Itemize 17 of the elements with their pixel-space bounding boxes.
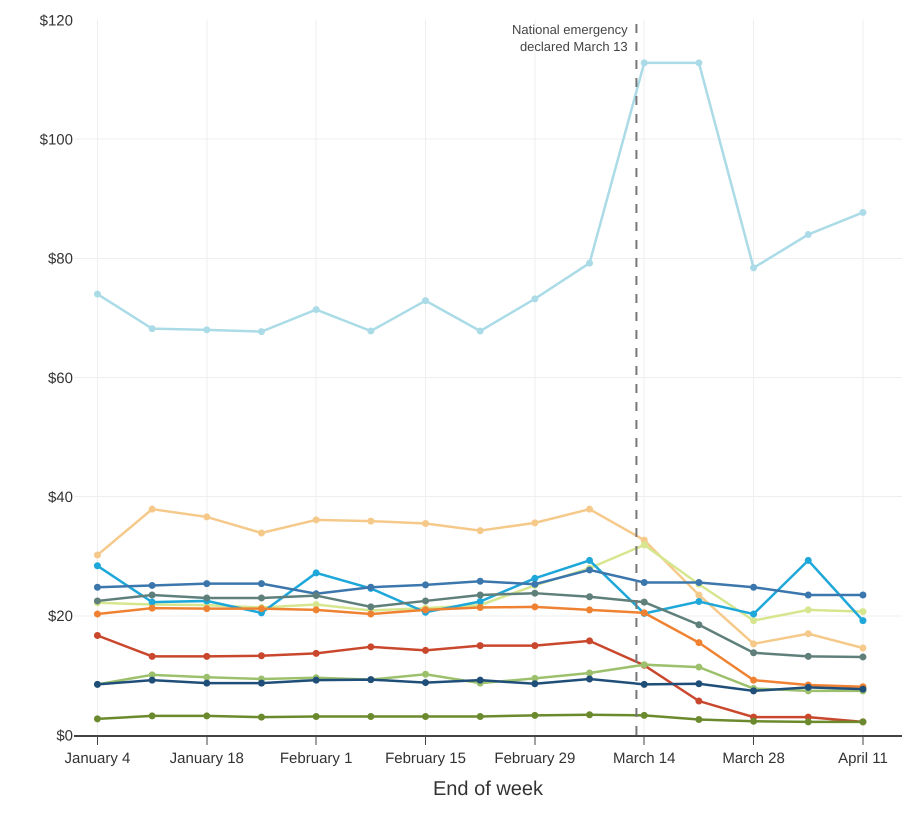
x-axis-title: End of week: [432, 778, 544, 800]
y-tick-label: $0: [56, 727, 73, 744]
x-tick-label: March 28: [722, 750, 785, 767]
x-tick-label: February 15: [385, 750, 466, 767]
x-tick-label: February 1: [280, 750, 352, 767]
y-tick-label: $80: [48, 250, 73, 268]
x-tick-label: January 18: [170, 750, 244, 767]
x-tick-label: February 29: [494, 750, 576, 767]
y-tick-label: $20: [48, 608, 73, 626]
ref-line-label: National emergency declared March 13: [512, 22, 628, 54]
x-tick-label: January 4: [64, 750, 130, 767]
y-tick-label: $100: [40, 131, 73, 148]
y-tick-label: $120: [40, 12, 73, 30]
y-tick-label: $60: [48, 370, 73, 387]
y-tick-label: $40: [48, 488, 73, 506]
x-tick-label: April 11: [838, 750, 888, 767]
x-tick-label: March 14: [612, 750, 676, 767]
